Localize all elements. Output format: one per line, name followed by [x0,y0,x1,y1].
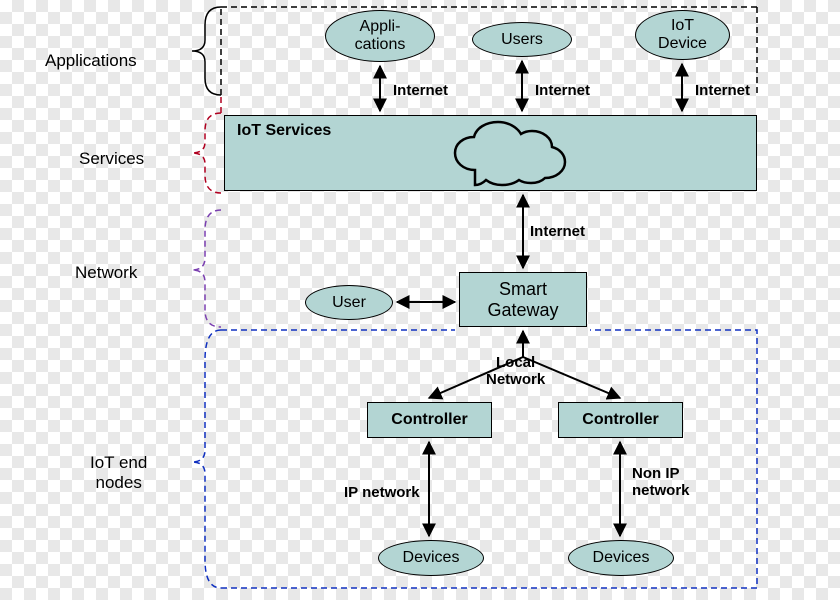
node-devices-1: Devices [378,540,484,576]
edge-label-non-ip-network: Non IP network [632,465,690,499]
layer-label-iot-end-nodes: IoT end nodes [90,453,147,493]
layer-label-applications: Applications [45,51,137,71]
edge-label-services-internet: Internet [530,223,585,240]
layer-label-services: Services [79,149,144,169]
layer-label-network: Network [75,263,137,283]
node-smart-gateway: Smart Gateway [459,272,587,327]
edge-label-local-network: Local Network [486,354,545,388]
edge-label-users-internet: Internet [535,82,590,99]
edge-label-iotdev-internet: Internet [695,82,750,99]
edge-label-app-internet: Internet [393,82,448,99]
node-users: Users [472,22,572,57]
node-devices-2: Devices [568,540,674,576]
edge-label-ip-network: IP network [344,484,420,501]
node-user: User [305,285,393,320]
node-controller-1: Controller [367,402,492,438]
node-controller-2: Controller [558,402,683,438]
node-iot-device: IoT Device [635,10,730,60]
node-iot-services: IoT Services [224,115,757,191]
node-applications: Appli- cations [325,10,435,62]
